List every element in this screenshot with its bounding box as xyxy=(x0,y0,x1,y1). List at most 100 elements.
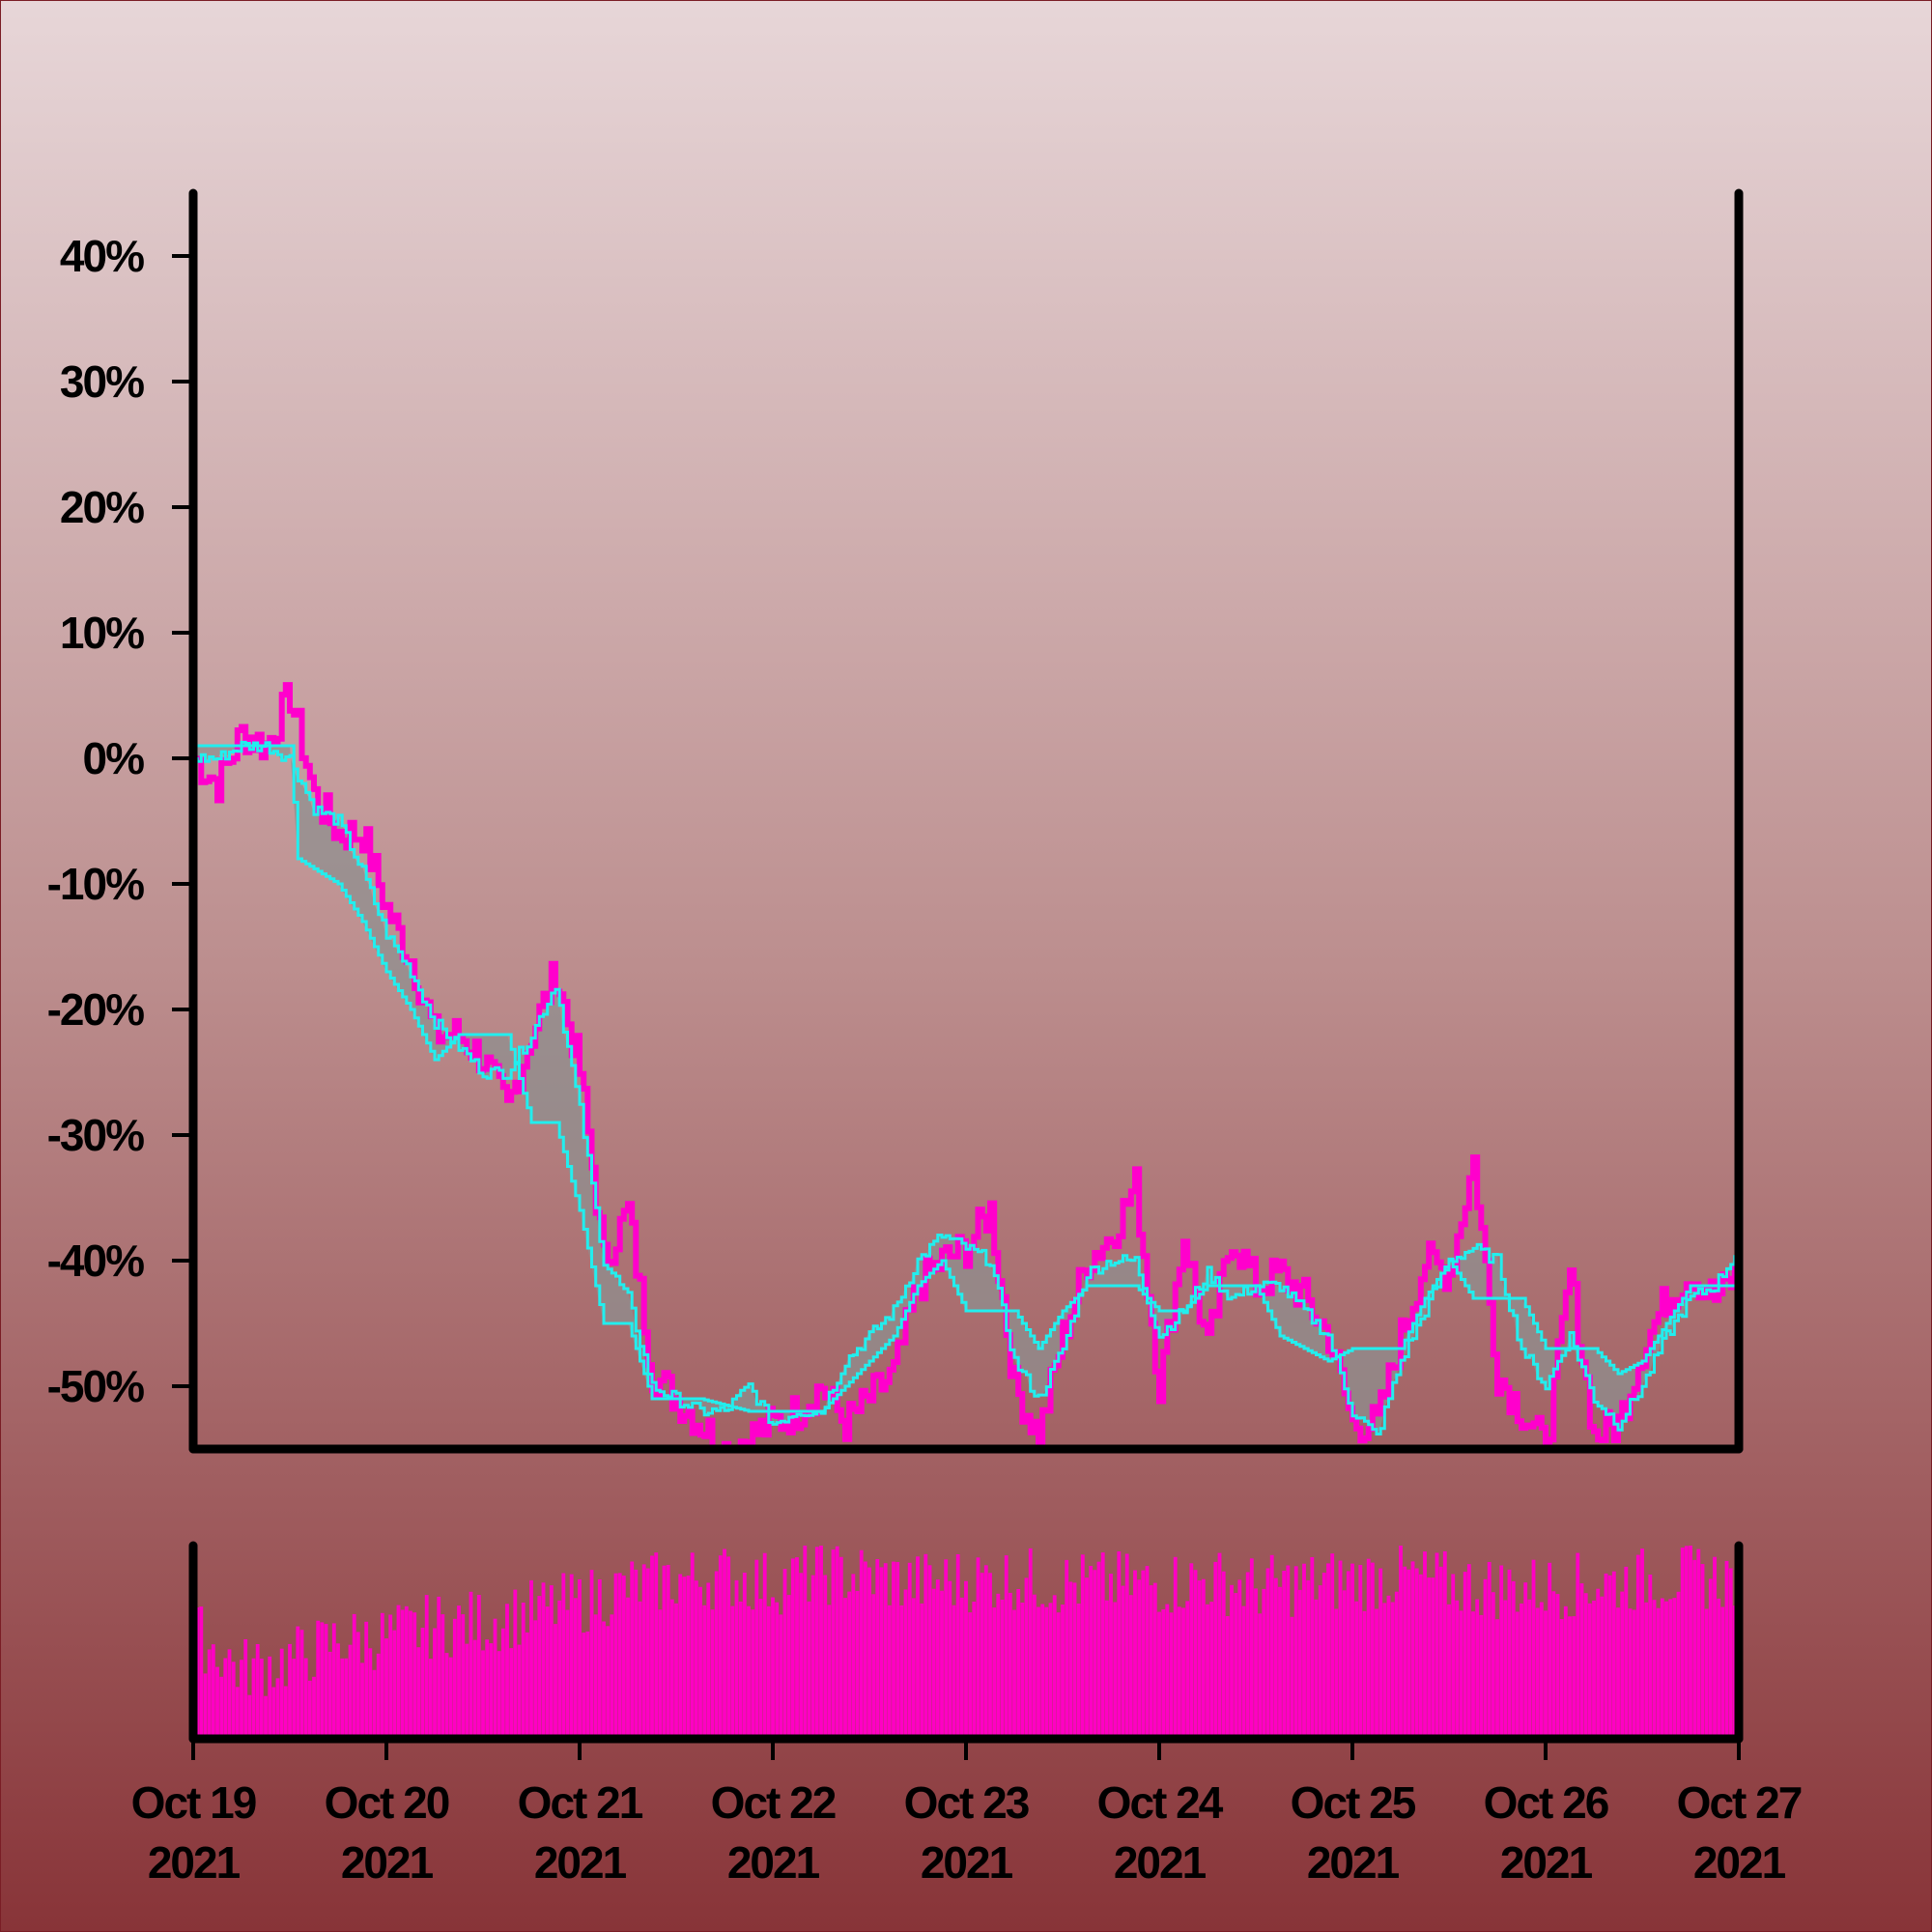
volume-bar xyxy=(380,1612,384,1736)
volume-bar xyxy=(227,1649,232,1736)
y-tick-label: 10% xyxy=(60,608,144,658)
x-tick-label-year: 2021 xyxy=(341,1837,434,1888)
y-tick-label: 40% xyxy=(60,231,144,281)
volume-bar xyxy=(1483,1578,1488,1736)
volume-bar xyxy=(509,1648,514,1736)
volume-bar xyxy=(1479,1614,1484,1736)
volume-bar xyxy=(1527,1599,1532,1736)
volume-bar xyxy=(790,1558,795,1736)
volume-bar xyxy=(638,1601,642,1736)
x-tick-label-date: Oct 26 xyxy=(1484,1777,1608,1828)
volume-bar xyxy=(1414,1568,1419,1736)
volume-bar xyxy=(1664,1601,1668,1736)
volume-bar xyxy=(1037,1606,1040,1736)
volume-bar xyxy=(1692,1559,1697,1736)
volume-bar xyxy=(835,1546,839,1736)
volume-bar xyxy=(340,1658,345,1736)
volume-bar xyxy=(404,1605,409,1736)
volume-bar xyxy=(1442,1550,1447,1736)
volume-bar xyxy=(1201,1578,1206,1736)
volume-bar xyxy=(1157,1611,1161,1736)
x-tick-label-date: Oct 19 xyxy=(131,1777,256,1828)
volume-bar xyxy=(268,1656,272,1736)
volume-bar xyxy=(654,1552,659,1736)
volume-bar xyxy=(1273,1577,1278,1736)
volume-bar xyxy=(1152,1582,1157,1736)
volume-bar xyxy=(1652,1600,1657,1736)
volume-bar xyxy=(360,1662,364,1736)
volume-bar xyxy=(537,1596,542,1736)
volume-bar xyxy=(372,1669,377,1736)
x-tick-label-date: Oct 27 xyxy=(1677,1777,1802,1828)
volume-bar xyxy=(1435,1552,1439,1736)
volume-bar xyxy=(1269,1554,1274,1736)
volume-bar xyxy=(823,1575,828,1736)
volume-bar xyxy=(1463,1572,1467,1736)
volume-bar xyxy=(795,1557,799,1736)
volume-bar xyxy=(1406,1569,1411,1736)
volume-bar xyxy=(505,1604,509,1736)
volume-bar xyxy=(626,1597,630,1736)
x-tick-label-date: Oct 20 xyxy=(325,1777,449,1828)
volume-bar xyxy=(1471,1611,1475,1736)
volume-bar xyxy=(1286,1565,1291,1736)
volume-bar xyxy=(1656,1607,1661,1736)
volume-bar xyxy=(742,1573,747,1736)
volume-bar xyxy=(545,1606,550,1736)
volume-bar xyxy=(1358,1565,1363,1736)
volume-bar xyxy=(1604,1573,1608,1736)
volume-bar xyxy=(1225,1616,1230,1736)
volume-bar xyxy=(948,1580,952,1736)
volume-bar xyxy=(1109,1574,1113,1736)
volume-bar xyxy=(493,1618,497,1736)
volume-bar xyxy=(437,1596,441,1736)
volume-bar xyxy=(799,1573,804,1736)
volume-bar xyxy=(1189,1563,1194,1736)
volume-bar xyxy=(376,1653,381,1736)
volume-bar xyxy=(1390,1602,1395,1736)
volume-bar xyxy=(972,1602,977,1736)
volume-bar xyxy=(803,1546,808,1736)
volume-bar xyxy=(320,1622,325,1736)
volume-bar xyxy=(1491,1592,1495,1736)
volume-bar xyxy=(578,1579,582,1736)
volume-bar xyxy=(1592,1600,1596,1736)
volume-bar xyxy=(883,1563,888,1736)
volume-bar xyxy=(1375,1608,1378,1736)
volume-bar xyxy=(489,1643,494,1736)
y-tick-label: 30% xyxy=(60,356,144,407)
volume-bar xyxy=(1321,1573,1326,1736)
volume-bar xyxy=(1149,1585,1153,1736)
volume-bar xyxy=(312,1676,316,1736)
volume-bar xyxy=(1447,1604,1451,1736)
volume-bar xyxy=(682,1577,687,1736)
volume-bar xyxy=(1314,1599,1319,1736)
volume-bar xyxy=(223,1658,228,1736)
volume-bar xyxy=(271,1687,276,1736)
volume-bar xyxy=(1515,1611,1520,1736)
volume-bar xyxy=(1660,1598,1664,1736)
volume-bar xyxy=(554,1624,557,1736)
volume-bar xyxy=(641,1564,646,1736)
volume-bar xyxy=(1410,1561,1415,1736)
volume-bar xyxy=(1438,1566,1443,1736)
volume-bar xyxy=(452,1618,457,1736)
volume-bar xyxy=(1085,1577,1089,1736)
volume-bar xyxy=(203,1673,208,1736)
volume-bar xyxy=(1173,1556,1178,1736)
volume-bar xyxy=(1338,1560,1343,1736)
volume-bar xyxy=(1193,1570,1198,1736)
volume-bar xyxy=(324,1624,328,1736)
x-tick-label-year: 2021 xyxy=(921,1837,1013,1888)
volume-bar xyxy=(786,1595,791,1736)
volume-bar xyxy=(457,1605,461,1736)
volume-bar xyxy=(738,1601,743,1736)
volume-bar xyxy=(1640,1548,1644,1736)
volume-bar xyxy=(1668,1599,1673,1736)
volume-bar xyxy=(1040,1604,1045,1736)
volume-bar xyxy=(602,1621,606,1736)
volume-bar xyxy=(1297,1589,1302,1736)
volume-bar xyxy=(1354,1601,1359,1736)
y-tick-label: -40% xyxy=(47,1236,144,1286)
x-tick-label-year: 2021 xyxy=(1307,1837,1400,1888)
